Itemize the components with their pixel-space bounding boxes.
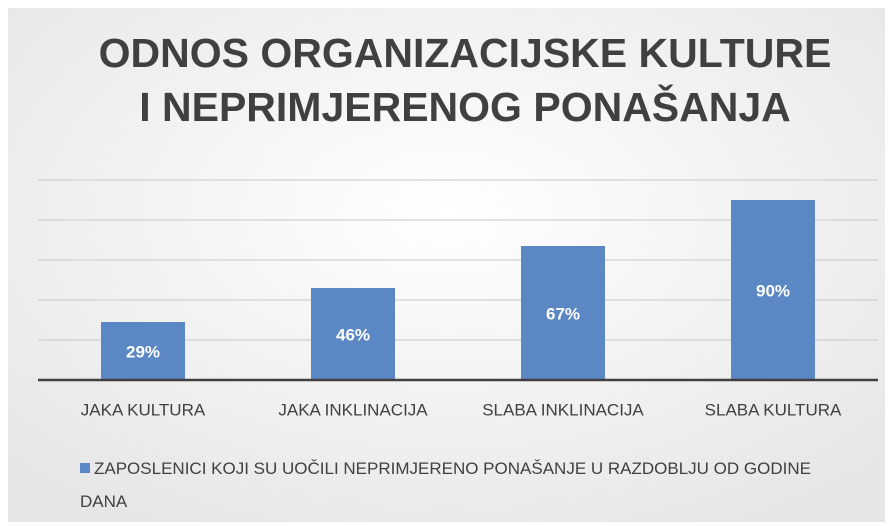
x-tick-label: SLABA KULTURA: [705, 400, 842, 419]
data-label: 90%: [756, 281, 790, 300]
chart-title: I NEPRIMJERENOG PONAŠANJA: [139, 84, 791, 130]
data-label: 67%: [546, 304, 580, 323]
legend-label: ZAPOSLENICI KOJI SU UOČILI NEPRIMJERENO …: [80, 459, 811, 511]
legend-swatch: [80, 463, 90, 473]
data-label: 29%: [126, 342, 160, 361]
legend: ZAPOSLENICI KOJI SU UOČILI NEPRIMJERENO …: [80, 452, 850, 518]
bar: [311, 288, 395, 380]
chart-title: ODNOS ORGANIZACIJSKE KULTURE: [99, 30, 832, 76]
bar: [731, 200, 815, 380]
bar: [101, 322, 185, 380]
bar: [521, 246, 605, 380]
x-tick-label: JAKA INKLINACIJA: [278, 400, 428, 419]
x-tick-label: JAKA KULTURA: [81, 400, 206, 419]
x-tick-label: SLABA INKLINACIJA: [482, 400, 644, 419]
data-label: 46%: [336, 325, 370, 344]
